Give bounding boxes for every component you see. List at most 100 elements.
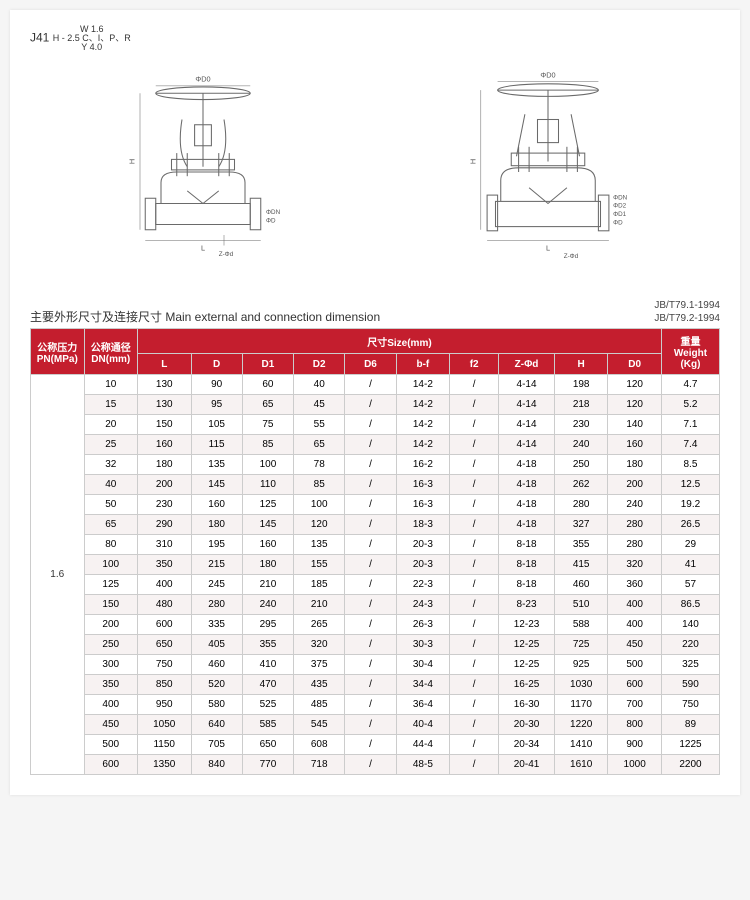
cell-f2: / [450,655,499,675]
cell-D2: 185 [294,575,345,595]
cell-D6: / [345,695,396,715]
table-row: 150480280240210/24-3/8-2351040086.5 [31,595,720,615]
cell-D: 840 [191,755,242,775]
cell-D2: 78 [294,455,345,475]
cell-f2: / [450,495,499,515]
cell-D6: / [345,735,396,755]
cell-bf: 44-4 [396,735,450,755]
cell-bf: 18-3 [396,515,450,535]
cell-D1: 125 [242,495,293,515]
table-caption: 主要外形尺寸及连接尺寸 Main external and connection… [30,308,380,325]
cell-f2: / [450,675,499,695]
cell-H: 327 [554,515,608,535]
cell-D: 215 [191,555,242,575]
document-page: J41 W 1.6 H - 2.5 C、I、P、R Y 4.0 [10,10,740,795]
cell-bf: 16-3 [396,475,450,495]
cell-H: 1220 [554,715,608,735]
cell-L: 130 [138,395,192,415]
cell-dn: 400 [84,695,138,715]
cell-D6: / [345,595,396,615]
cell-bf: 30-4 [396,655,450,675]
cell-wt: 2200 [661,755,719,775]
cell-D: 405 [191,635,242,655]
cell-bf: 16-3 [396,495,450,515]
cell-D1: 770 [242,755,293,775]
table-row: 3218013510078/16-2/4-182501808.5 [31,455,720,475]
cell-D2: 545 [294,715,345,735]
cell-H: 1610 [554,755,608,775]
cell-H: 198 [554,375,608,395]
cell-D2: 120 [294,515,345,535]
svg-text:ΦD2: ΦD2 [613,203,627,210]
col-D2: D2 [294,354,345,375]
table-row: 250650405355320/30-3/12-25725450220 [31,635,720,655]
cell-D: 245 [191,575,242,595]
table-body: 1.610130906040/14-2/4-141981204.71513095… [31,375,720,775]
cell-D2: 375 [294,655,345,675]
cell-L: 350 [138,555,192,575]
cell-f2: / [450,375,499,395]
cell-f2: / [450,695,499,715]
cell-zd: 20-34 [499,735,555,755]
col-size-group: 尺寸Size(mm) [138,329,662,354]
cell-D1: 410 [242,655,293,675]
cell-H: 1410 [554,735,608,755]
svg-text:ΦDN: ΦDN [266,209,281,216]
cell-dn: 65 [84,515,138,535]
cell-H: 218 [554,395,608,415]
cell-D0: 700 [608,695,662,715]
cell-L: 1350 [138,755,192,775]
cell-dn: 125 [84,575,138,595]
cell-L: 310 [138,535,192,555]
cell-L: 950 [138,695,192,715]
cell-f2: / [450,715,499,735]
cell-D1: 100 [242,455,293,475]
cell-dn: 350 [84,675,138,695]
cell-bf: 26-3 [396,615,450,635]
cell-L: 600 [138,615,192,635]
cell-zd: 4-18 [499,495,555,515]
cell-D: 105 [191,415,242,435]
cell-D: 195 [191,535,242,555]
cell-zd: 20-30 [499,715,555,735]
col-L: L [138,354,192,375]
cell-H: 1170 [554,695,608,715]
table-row: 251601158565/14-2/4-142401607.4 [31,435,720,455]
cell-D0: 280 [608,515,662,535]
technical-drawings-row: ΦD0 H L ΦDN ΦD Z-Φd [30,57,720,287]
cell-f2: / [450,575,499,595]
cell-D: 335 [191,615,242,635]
cell-D6: / [345,635,396,655]
cell-dn: 250 [84,635,138,655]
cell-D0: 400 [608,595,662,615]
table-row: 100350215180155/20-3/8-1841532041 [31,555,720,575]
cell-zd: 12-25 [499,635,555,655]
cell-f2: / [450,435,499,455]
cell-wt: 7.4 [661,435,719,455]
cell-f2: / [450,615,499,635]
cell-H: 355 [554,535,608,555]
cell-D: 90 [191,375,242,395]
table-row: 201501057555/14-2/4-142301407.1 [31,415,720,435]
cell-L: 480 [138,595,192,615]
cell-D6: / [345,435,396,455]
cell-D0: 160 [608,435,662,455]
svg-text:L: L [200,244,204,253]
cell-D: 520 [191,675,242,695]
cell-dn: 50 [84,495,138,515]
cell-dn: 15 [84,395,138,415]
cell-D1: 295 [242,615,293,635]
cell-f2: / [450,535,499,555]
cell-D0: 800 [608,715,662,735]
cell-wt: 86.5 [661,595,719,615]
table-row: 400950580525485/36-4/16-301170700750 [31,695,720,715]
cell-D0: 900 [608,735,662,755]
cell-zd: 12-23 [499,615,555,635]
svg-text:Z-Φd: Z-Φd [218,251,233,258]
cell-H: 1030 [554,675,608,695]
table-row: 80310195160135/20-3/8-1835528029 [31,535,720,555]
cell-D6: / [345,515,396,535]
col-f2: f2 [450,354,499,375]
cell-H: 725 [554,635,608,655]
cell-dn: 200 [84,615,138,635]
